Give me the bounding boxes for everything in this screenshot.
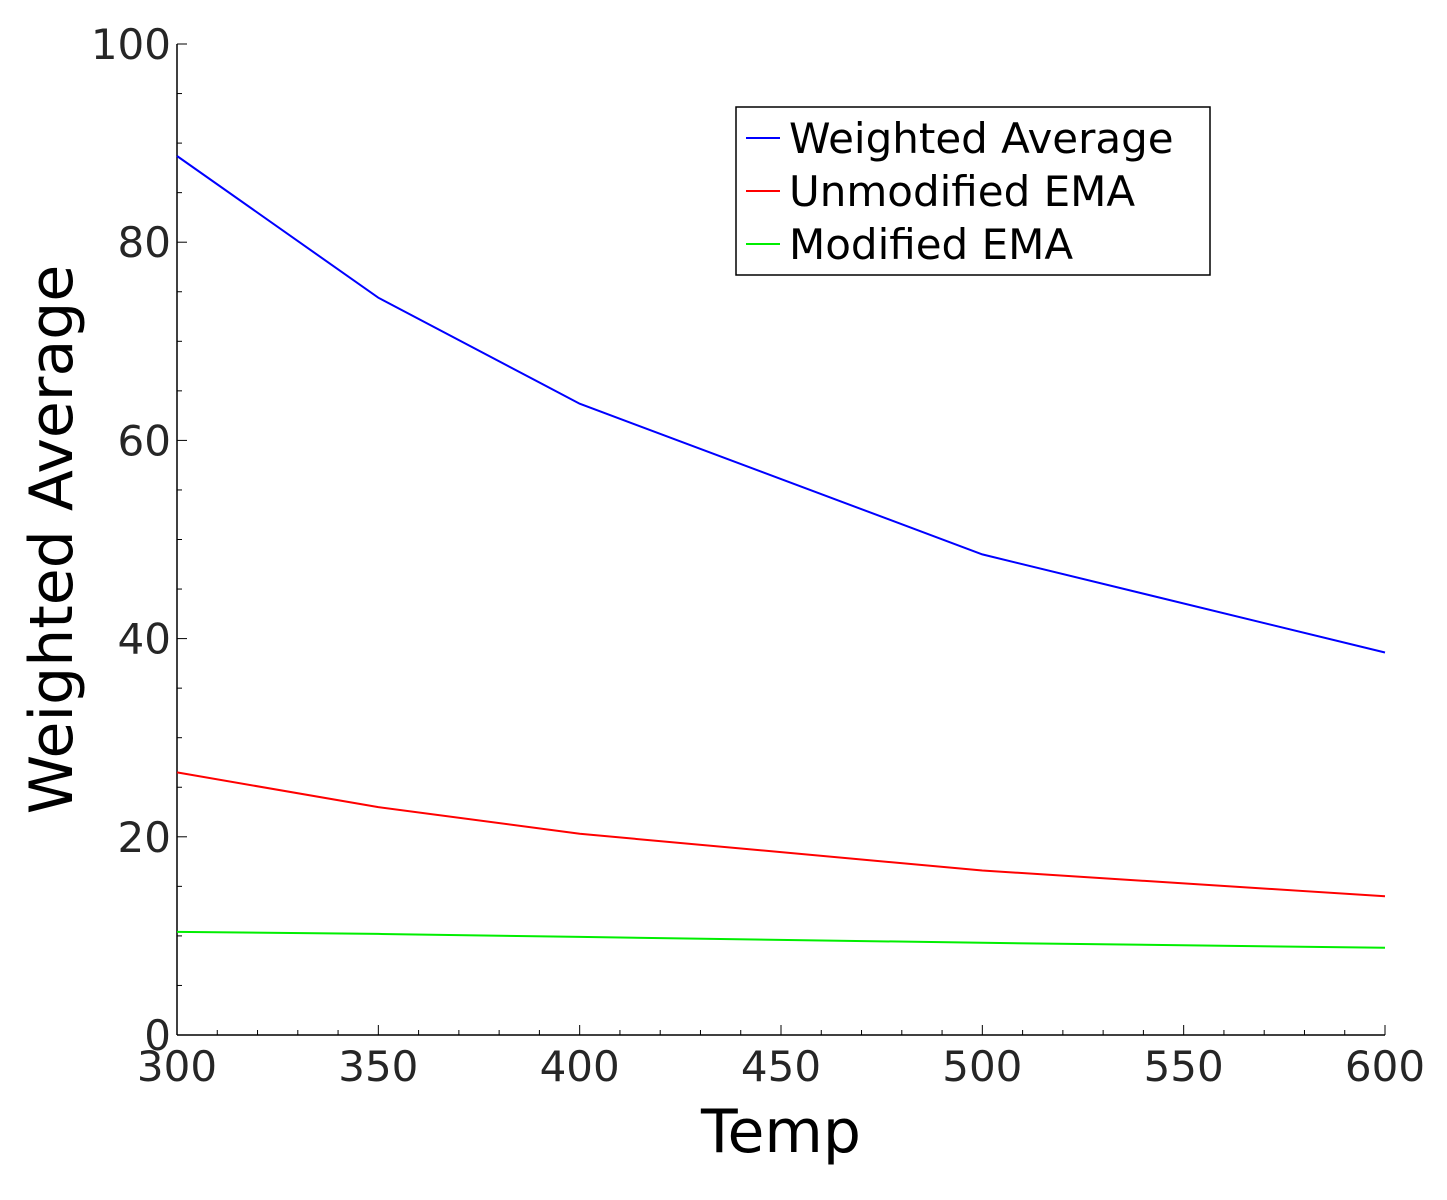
x-axis-title: Temp — [700, 1097, 861, 1167]
y-tick-label: 40 — [118, 615, 171, 664]
x-tick-label: 400 — [540, 1042, 620, 1091]
y-tick-label: 80 — [118, 218, 171, 267]
x-tick-label: 450 — [741, 1042, 821, 1091]
series-lines — [176, 155, 1386, 949]
x-tick-label: 550 — [1144, 1042, 1224, 1091]
y-tick-label: 20 — [118, 813, 171, 862]
series-line-unmodified-ema — [176, 771, 1386, 898]
legend-label-unmodified-ema: Unmodified EMA — [789, 167, 1135, 216]
series-line-modified-ema — [176, 930, 1386, 949]
y-tick-label: 60 — [118, 416, 171, 465]
legend-label-weighted-average: Weighted Average — [789, 114, 1174, 163]
ticks: 300 350 400 450 500 550 600 0 20 40 60 80 100 — [91, 20, 1425, 1091]
x-tick-label: 600 — [1345, 1042, 1425, 1091]
legend-box — [735, 106, 1211, 276]
y-axis-title: Weighted Average — [17, 265, 87, 815]
y-tick-label: 100 — [91, 20, 171, 69]
x-tick-label: 300 — [137, 1042, 217, 1091]
legend-label-modified-ema: Modified EMA — [789, 220, 1073, 269]
y-tick-label: 0 — [144, 1011, 171, 1060]
x-tick-label: 350 — [338, 1042, 418, 1091]
x-tick-label: 500 — [942, 1042, 1022, 1091]
series-line-weighted-average — [176, 155, 1386, 654]
